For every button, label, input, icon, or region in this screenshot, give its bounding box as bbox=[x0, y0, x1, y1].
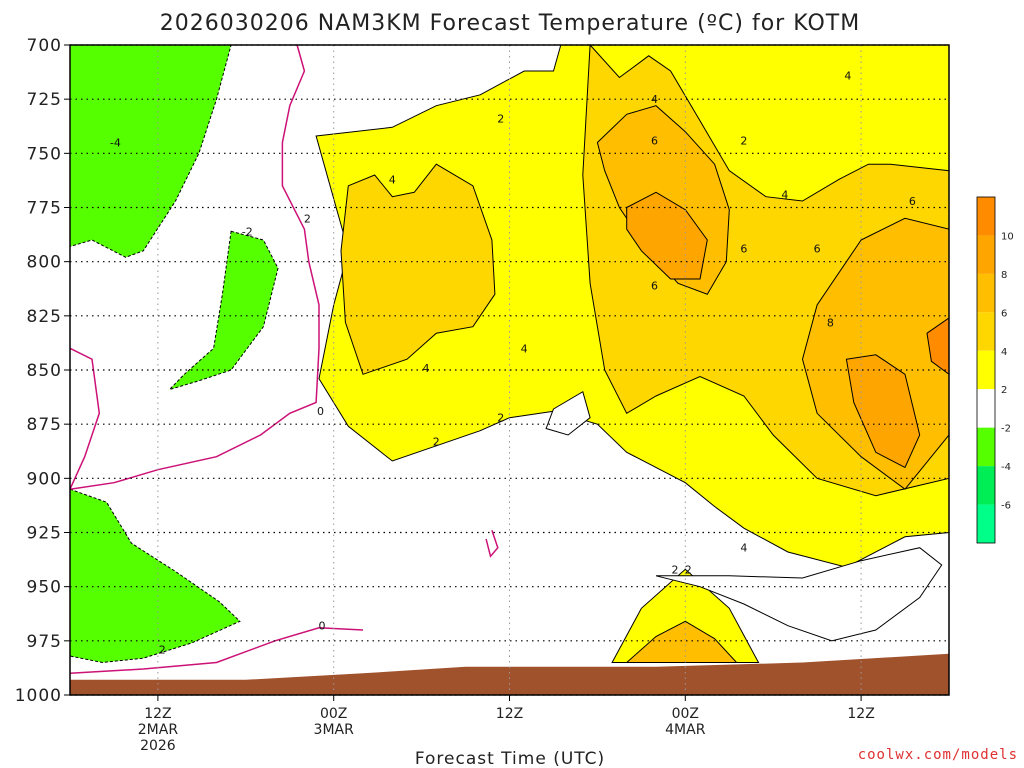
contour-label: 8 bbox=[827, 316, 834, 329]
y-tick-label: 850 bbox=[27, 361, 62, 381]
colorbar-swatch bbox=[977, 466, 995, 505]
zero-degree-contour bbox=[485, 530, 499, 558]
contour-label: 2 bbox=[304, 212, 311, 225]
contour-label: 4 bbox=[844, 69, 851, 82]
colorbar-swatch bbox=[977, 504, 995, 543]
zero-degree-contour bbox=[69, 627, 364, 675]
colorbar-swatch bbox=[977, 389, 995, 428]
x-tick-label: 00Z bbox=[672, 706, 699, 722]
y-tick-label: 750 bbox=[27, 144, 62, 164]
x-tick-label: 4MAR bbox=[665, 722, 706, 738]
colorbar-legend: 10 8 6 4 2 -2 -4 -6 bbox=[976, 196, 1014, 544]
contour-label: 0 bbox=[317, 405, 324, 418]
x-tick-label: 12Z bbox=[144, 706, 171, 722]
colorbar-tick-label: -2 bbox=[1001, 424, 1011, 435]
colorbar-swatch bbox=[977, 427, 995, 467]
x-tick-label: 12Z bbox=[847, 706, 874, 722]
y-tick-label: 875 bbox=[27, 415, 62, 435]
contour-label: 4 bbox=[389, 173, 396, 186]
y-tick-label: 925 bbox=[27, 524, 62, 544]
y-tick-label: 800 bbox=[27, 253, 62, 273]
credit-text: coolwx.com/models bbox=[858, 747, 1018, 763]
contour-label: 6 bbox=[651, 280, 658, 293]
colorbar-tick-label: 6 bbox=[1001, 308, 1007, 319]
colorbar-swatch bbox=[977, 273, 995, 313]
contour-label: 4 bbox=[781, 189, 788, 202]
x-tick-label: 2026 bbox=[140, 738, 176, 754]
contour-label: 4 bbox=[521, 342, 528, 355]
contour-label: 2 bbox=[497, 113, 504, 126]
contour-label: 0 bbox=[318, 620, 325, 633]
zero-degree-contour bbox=[69, 44, 320, 490]
terrain-ground bbox=[70, 653, 949, 695]
x-tick-label: 2MAR bbox=[138, 722, 179, 738]
y-tick-label: 825 bbox=[27, 307, 62, 327]
temperature-fill-layer bbox=[69, 43, 950, 664]
colorbar-frame bbox=[976, 196, 996, 544]
contour-label: 2 bbox=[159, 644, 166, 657]
contour-label: 2 bbox=[497, 412, 504, 425]
x-axis-label: Forecast Time (UTC) bbox=[415, 749, 605, 768]
x-tick-label: 12Z bbox=[496, 706, 523, 722]
colorbar-swatch bbox=[977, 197, 995, 236]
colorbar-tick-label: 4 bbox=[1001, 347, 1007, 358]
contour-label: 4 bbox=[740, 542, 747, 555]
y-tick-label: 775 bbox=[27, 199, 62, 219]
y-tick-label: 700 bbox=[27, 36, 62, 56]
temperature-region bbox=[340, 163, 496, 375]
x-tick-label: 3MAR bbox=[314, 722, 355, 738]
colorbar-tick-label: 8 bbox=[1001, 270, 1007, 281]
colorbar-swatch bbox=[977, 312, 995, 351]
contour-label: 2 bbox=[433, 436, 440, 449]
temperature-region bbox=[545, 390, 591, 436]
colorbar-tick-label: -4 bbox=[1001, 462, 1011, 473]
temperature-region bbox=[69, 44, 232, 258]
contour-label: -4 bbox=[110, 137, 121, 150]
temperature-region bbox=[167, 230, 279, 391]
y-tick-label: 950 bbox=[27, 578, 62, 598]
contour-label: -2 bbox=[242, 225, 253, 238]
contour-label: 6 bbox=[909, 195, 916, 208]
colorbar-swatch bbox=[977, 350, 995, 390]
colorbar-tick-label: 10 bbox=[1001, 231, 1014, 242]
y-tick-label: 725 bbox=[27, 90, 62, 110]
contour-label: 2 bbox=[740, 134, 747, 147]
terrain-layer bbox=[70, 653, 949, 695]
temperature-region bbox=[69, 488, 241, 664]
pressure-axis: 700 725 750 775 800 825 850 875 900 925 950 975 1000 bbox=[15, 36, 70, 706]
y-tick-label: 1000 bbox=[15, 686, 62, 706]
temperature-region bbox=[625, 620, 738, 663]
contour-label: 4 bbox=[651, 93, 658, 106]
contour-label: 6 bbox=[814, 243, 821, 256]
contour-label: 6 bbox=[651, 134, 658, 147]
zero-degree-contour bbox=[69, 347, 101, 490]
x-tick-label: 00Z bbox=[320, 706, 347, 722]
y-tick-label: 900 bbox=[27, 469, 62, 489]
colorbar-swatch bbox=[977, 235, 995, 274]
y-tick-label: 975 bbox=[27, 632, 62, 652]
temperature-region bbox=[626, 191, 708, 280]
colorbar-tick-label: -6 bbox=[1001, 501, 1011, 512]
temperature-region bbox=[655, 547, 943, 642]
contour-label: 2 bbox=[672, 563, 679, 576]
colorbar-tick-label: 2 bbox=[1001, 385, 1007, 396]
contour-label: 2 bbox=[685, 563, 692, 576]
contour-label: 4 bbox=[422, 362, 429, 375]
temperature-contour-layer bbox=[69, 44, 499, 675]
contour-label: 6 bbox=[740, 243, 747, 256]
chart-title: 2026030206 NAM3KM Forecast Temperature (… bbox=[160, 11, 860, 36]
temperature-region bbox=[845, 354, 921, 469]
